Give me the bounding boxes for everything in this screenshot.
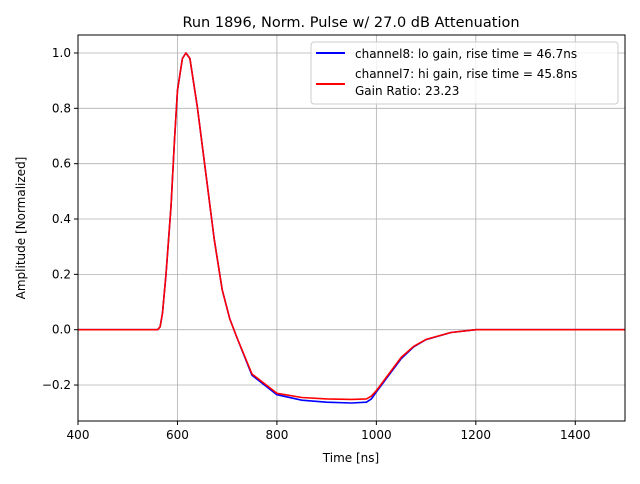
x-tick-label: 600	[166, 428, 189, 442]
x-tick-label: 400	[67, 428, 90, 442]
x-tick-label: 1200	[461, 428, 492, 442]
x-tick-label: 1000	[361, 428, 392, 442]
legend-label-channel8: channel8: lo gain, rise time = 46.7ns	[355, 47, 577, 61]
ticks: 400 600 800 1000 1200 1400 −0.2 0.0 0.2 0.4 0.6 0.8…	[42, 46, 591, 442]
plot-frame	[77, 34, 626, 422]
x-tick-label: 800	[265, 428, 288, 442]
y-tick-label: 0.2	[52, 267, 71, 281]
y-tick-label: −0.2	[42, 378, 71, 392]
legend: channel8: lo gain, rise time = 46.7ns ch…	[310, 41, 619, 105]
y-tick-label: 1.0	[52, 46, 71, 60]
y-tick-label: 0.6	[52, 157, 71, 171]
y-tick-label: 0.4	[52, 212, 71, 226]
y-tick-label: 0.8	[52, 101, 71, 115]
series-line-channel8	[78, 52, 625, 404]
x-axis-label: Time [ns]	[322, 451, 379, 465]
series-line-channel7	[78, 52, 625, 401]
legend-gain-ratio: Gain Ratio: 23.23	[355, 84, 459, 98]
series-lines	[78, 52, 625, 404]
x-tick-label: 1400	[560, 428, 591, 442]
legend-box	[310, 41, 619, 105]
chart-title: Run 1896, Norm. Pulse w/ 27.0 dB Attenua…	[182, 15, 519, 31]
y-tick-label: 0.0	[52, 323, 71, 337]
legend-label-channel7: channel7: hi gain, rise time = 45.8ns	[355, 67, 577, 81]
y-axis-label: Amplitude [Normalized]	[14, 157, 28, 300]
